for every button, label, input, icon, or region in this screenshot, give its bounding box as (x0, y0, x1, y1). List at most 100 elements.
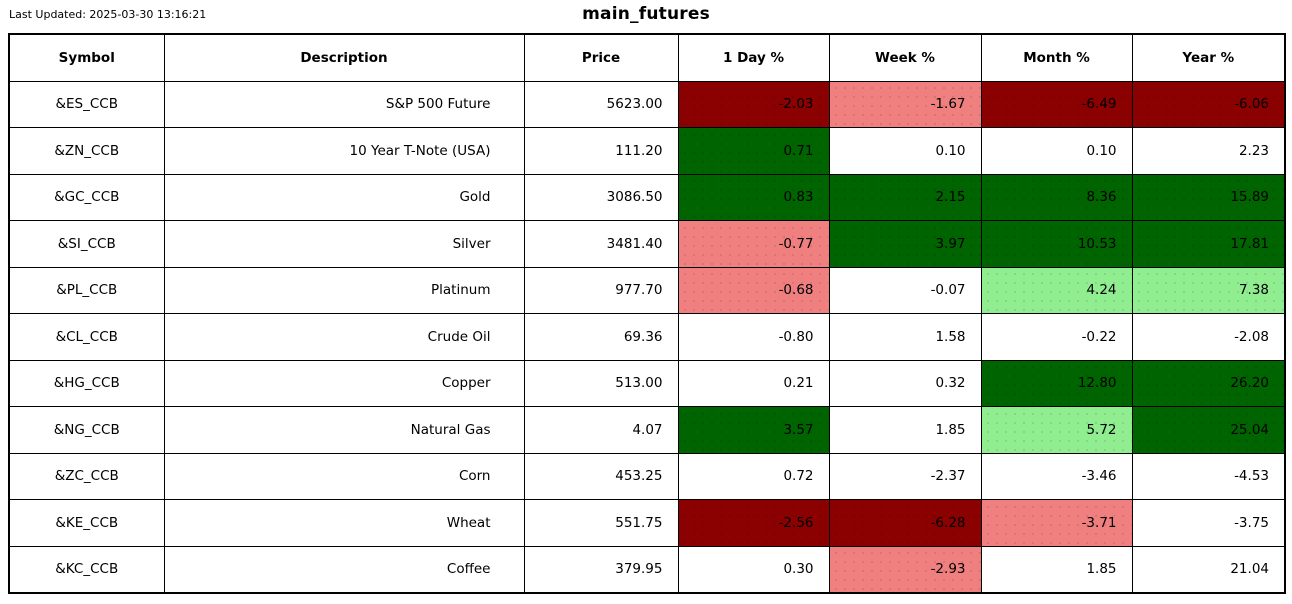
week-change-cell: -2.93 (828, 545, 982, 593)
table-row: &KC_CCB Coffee 379.95 0.30 -2.93 1.85 21… (8, 545, 1286, 593)
price-cell: 453.25 (523, 452, 679, 500)
symbol-cell: &NG_CCB (8, 406, 165, 454)
year-change-cell: 15.89 (1131, 173, 1286, 221)
column-header-month: Month % (980, 33, 1133, 82)
day-change-cell: -0.77 (677, 220, 830, 268)
price-cell: 513.00 (523, 359, 679, 407)
symbol-cell: &KC_CCB (8, 545, 165, 593)
month-change-cell: 4.24 (980, 266, 1133, 314)
description-cell: Copper (163, 359, 525, 407)
column-header-week: Week % (828, 33, 982, 82)
column-header-1day: 1 Day % (677, 33, 830, 82)
last-updated-timestamp: Last Updated: 2025-03-30 13:16:21 (9, 8, 207, 21)
week-change-cell: 3.97 (828, 220, 982, 268)
description-cell: Platinum (163, 266, 525, 314)
day-change-cell: -2.03 (677, 80, 830, 128)
description-cell: Silver (163, 220, 525, 268)
month-change-cell: -0.22 (980, 313, 1133, 361)
week-change-cell: -1.67 (828, 80, 982, 128)
table-row: &KE_CCB Wheat 551.75 -2.56 -6.28 -3.71 -… (8, 499, 1286, 547)
year-change-cell: -4.53 (1131, 452, 1286, 500)
week-change-cell: -0.07 (828, 266, 982, 314)
description-cell: Corn (163, 452, 525, 500)
price-cell: 3481.40 (523, 220, 679, 268)
table-row: &CL_CCB Crude Oil 69.36 -0.80 1.58 -0.22… (8, 313, 1286, 361)
month-change-cell: 5.72 (980, 406, 1133, 454)
week-change-cell: 0.10 (828, 127, 982, 175)
year-change-cell: 17.81 (1131, 220, 1286, 268)
description-cell: Crude Oil (163, 313, 525, 361)
week-change-cell: 2.15 (828, 173, 982, 221)
day-change-cell: -0.68 (677, 266, 830, 314)
day-change-cell: -2.56 (677, 499, 830, 547)
price-cell: 977.70 (523, 266, 679, 314)
month-change-cell: 0.10 (980, 127, 1133, 175)
month-change-cell: -3.46 (980, 452, 1133, 500)
symbol-cell: &ES_CCB (8, 80, 165, 128)
year-change-cell: 21.04 (1131, 545, 1286, 593)
table-row: &SI_CCB Silver 3481.40 -0.77 3.97 10.53 … (8, 220, 1286, 268)
year-change-cell: 7.38 (1131, 266, 1286, 314)
symbol-cell: &PL_CCB (8, 266, 165, 314)
table-header-row: Symbol Description Price 1 Day % Week % … (8, 33, 1286, 82)
year-change-cell: 2.23 (1131, 127, 1286, 175)
symbol-cell: &ZN_CCB (8, 127, 165, 175)
price-cell: 69.36 (523, 313, 679, 361)
table-row: &NG_CCB Natural Gas 4.07 3.57 1.85 5.72 … (8, 406, 1286, 454)
day-change-cell: 0.21 (677, 359, 830, 407)
year-change-cell: -2.08 (1131, 313, 1286, 361)
symbol-cell: &KE_CCB (8, 499, 165, 547)
month-change-cell: 12.80 (980, 359, 1133, 407)
week-change-cell: 0.32 (828, 359, 982, 407)
week-change-cell: -2.37 (828, 452, 982, 500)
year-change-cell: 26.20 (1131, 359, 1286, 407)
symbol-cell: &SI_CCB (8, 220, 165, 268)
table-row: &PL_CCB Platinum 977.70 -0.68 -0.07 4.24… (8, 266, 1286, 314)
table-row: &HG_CCB Copper 513.00 0.21 0.32 12.80 26… (8, 359, 1286, 407)
description-cell: Gold (163, 173, 525, 221)
symbol-cell: &GC_CCB (8, 173, 165, 221)
price-cell: 551.75 (523, 499, 679, 547)
table-row: &GC_CCB Gold 3086.50 0.83 2.15 8.36 15.8… (8, 173, 1286, 221)
symbol-cell: &CL_CCB (8, 313, 165, 361)
description-cell: Coffee (163, 545, 525, 593)
month-change-cell: 10.53 (980, 220, 1133, 268)
description-cell: Wheat (163, 499, 525, 547)
price-cell: 3086.50 (523, 173, 679, 221)
column-header-year: Year % (1131, 33, 1286, 82)
description-cell: 10 Year T-Note (USA) (163, 127, 525, 175)
month-change-cell: -3.71 (980, 499, 1133, 547)
year-change-cell: -3.75 (1131, 499, 1286, 547)
month-change-cell: -6.49 (980, 80, 1133, 128)
day-change-cell: 0.71 (677, 127, 830, 175)
day-change-cell: 0.72 (677, 452, 830, 500)
price-cell: 4.07 (523, 406, 679, 454)
table-row: &ES_CCB S&P 500 Future 5623.00 -2.03 -1.… (8, 80, 1286, 128)
table-row: &ZC_CCB Corn 453.25 0.72 -2.37 -3.46 -4.… (8, 452, 1286, 500)
column-header-description: Description (163, 33, 525, 82)
year-change-cell: -6.06 (1131, 80, 1286, 128)
description-cell: S&P 500 Future (163, 80, 525, 128)
symbol-cell: &ZC_CCB (8, 452, 165, 500)
day-change-cell: 3.57 (677, 406, 830, 454)
table-row: &ZN_CCB 10 Year T-Note (USA) 111.20 0.71… (8, 127, 1286, 175)
week-change-cell: 1.85 (828, 406, 982, 454)
symbol-cell: &HG_CCB (8, 359, 165, 407)
price-cell: 111.20 (523, 127, 679, 175)
week-change-cell: 1.58 (828, 313, 982, 361)
description-cell: Natural Gas (163, 406, 525, 454)
month-change-cell: 1.85 (980, 545, 1133, 593)
day-change-cell: -0.80 (677, 313, 830, 361)
column-header-symbol: Symbol (8, 33, 165, 82)
price-cell: 5623.00 (523, 80, 679, 128)
day-change-cell: 0.30 (677, 545, 830, 593)
page-title: main_futures (582, 4, 710, 24)
year-change-cell: 25.04 (1131, 406, 1286, 454)
column-header-price: Price (523, 33, 679, 82)
futures-table: Symbol Description Price 1 Day % Week % … (8, 33, 1286, 594)
month-change-cell: 8.36 (980, 173, 1133, 221)
price-cell: 379.95 (523, 545, 679, 593)
week-change-cell: -6.28 (828, 499, 982, 547)
day-change-cell: 0.83 (677, 173, 830, 221)
